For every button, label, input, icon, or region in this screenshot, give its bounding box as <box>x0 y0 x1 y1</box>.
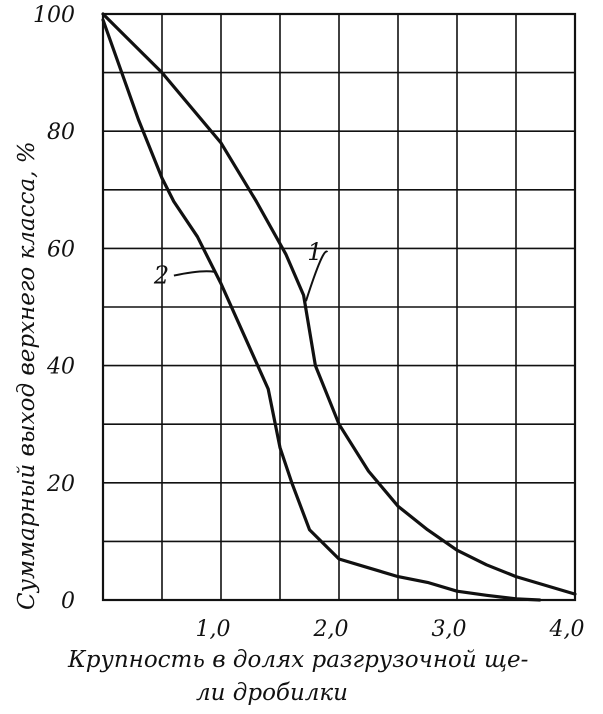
y-axis-label: Суммарный выход верхнего класса, % <box>14 141 40 610</box>
tick-labels: 0 20 40 60 80 100 1,0 2,0 3,0 4,0 <box>33 3 585 642</box>
series-1-leader <box>305 250 329 302</box>
series-1-line <box>101 12 577 596</box>
y-tick-label: 60 <box>47 237 75 262</box>
series-layer: 12 <box>101 12 577 602</box>
series-1-label: 1 <box>307 238 322 266</box>
grid <box>101 12 577 602</box>
x-tick-label: 4,0 <box>549 617 585 642</box>
y-tick-label: 40 <box>46 355 75 380</box>
y-tick-label: 20 <box>46 472 75 497</box>
y-tick-label: 0 <box>61 589 75 614</box>
x-axis-label-line-2: ли дробилки <box>196 680 348 706</box>
y-tick-label: 80 <box>47 120 75 145</box>
y-tick-label: 100 <box>33 3 75 28</box>
x-tick-label: 1,0 <box>196 617 231 642</box>
series-2-label: 2 <box>153 262 169 290</box>
series-2-line <box>101 18 542 602</box>
x-axis-label-line-1: Крупность в долях разгрузочной ще- <box>67 647 528 673</box>
series-2-leader <box>173 270 216 277</box>
plot-frame <box>101 12 577 602</box>
x-tick-label: 2,0 <box>313 617 349 642</box>
x-tick-label: 3,0 <box>432 617 467 642</box>
